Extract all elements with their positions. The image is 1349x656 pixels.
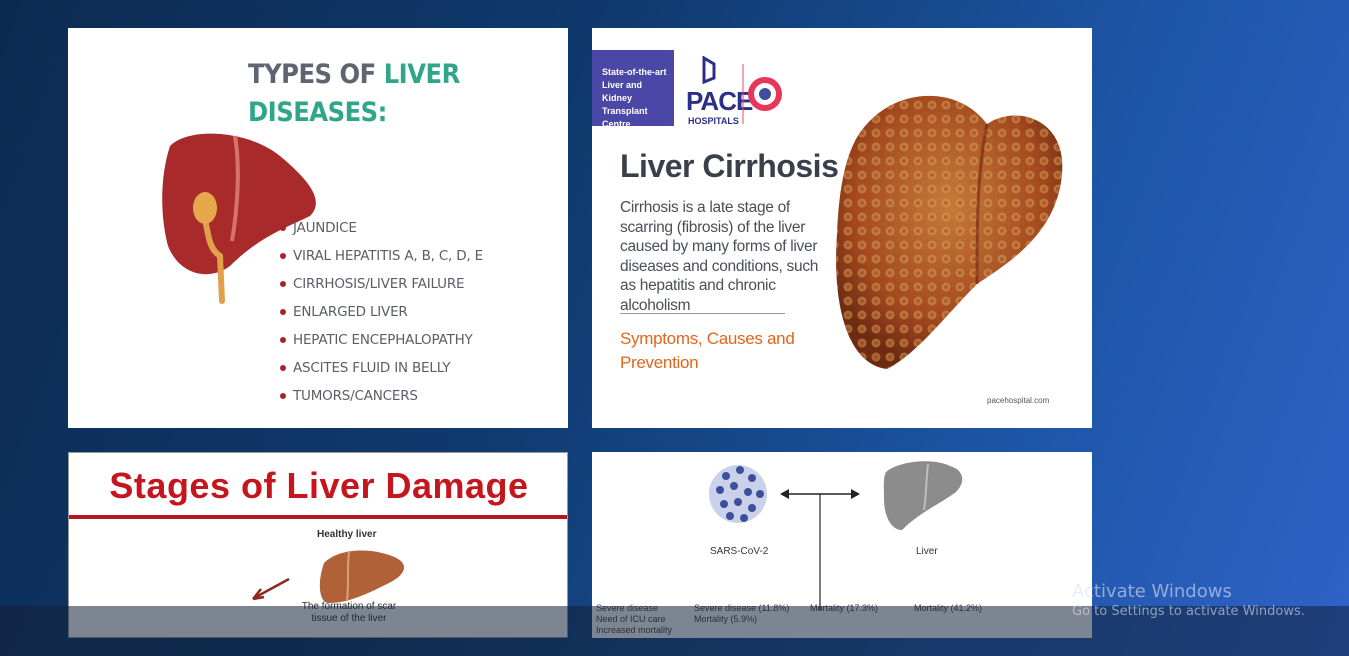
virus-label: SARS-CoV-2 xyxy=(710,546,769,557)
slide-title: Stages of Liver Damage xyxy=(109,465,529,506)
list-item: HEPATIC ENCEPHALOPATHY xyxy=(280,326,483,354)
cirrhotic-liver-image xyxy=(836,95,1063,370)
link-arrow xyxy=(780,489,860,610)
list-item: ENLARGED LIVER xyxy=(280,298,483,326)
title-line2: DISEASES: xyxy=(248,97,387,128)
hospital-banner: State-of-the-art Liver and Kidney Transp… xyxy=(592,50,674,129)
virus-icon xyxy=(709,465,767,523)
image-result-types-of-liver-diseases[interactable]: TYPES OF LIVER DISEASES: JAUNDICE VIRAL … xyxy=(68,28,568,428)
pace-logo: PACE HOSPITALS xyxy=(686,56,786,128)
disease-list: JAUNDICE VIRAL HEPATITIS A, B, C, D, E C… xyxy=(280,214,483,410)
title-part1: TYPES OF xyxy=(248,59,384,90)
liver-illustration xyxy=(162,133,316,304)
description: Cirrhosis is a late stage of scarring (f… xyxy=(620,199,819,314)
subtitle: Symptoms, Causes and Prevention xyxy=(620,329,795,372)
activate-windows-subtitle: Go to Settings to activate Windows. xyxy=(1072,604,1305,619)
list-item: JAUNDICE xyxy=(280,214,483,242)
list-item: ASCITES FLUID IN BELLY xyxy=(280,354,483,382)
taskbar xyxy=(0,606,1349,656)
slide-title: TYPES OF LIVER DISEASES: xyxy=(248,56,460,132)
liver-label: Liver xyxy=(916,546,938,557)
slide-title: Liver Cirrhosis xyxy=(620,148,839,184)
healthy-liver-label: Healthy liver xyxy=(317,529,377,540)
list-item: VIRAL HEPATITIS A, B, C, D, E xyxy=(280,242,483,270)
title-part2: LIVER xyxy=(383,59,461,90)
list-item: TUMORS/CANCERS xyxy=(280,382,483,410)
accreditation-badge-icon xyxy=(742,64,782,124)
pace-emblem-icon xyxy=(702,56,716,84)
image-result-liver-cirrhosis[interactable]: State-of-the-art Liver and Kidney Transp… xyxy=(592,28,1092,428)
source-url: pacehospital.com xyxy=(987,396,1050,405)
divider xyxy=(620,313,785,314)
activate-windows-title: Activate Windows xyxy=(1072,581,1232,602)
healthy-liver-illustration xyxy=(252,550,404,603)
liver-icon xyxy=(883,461,963,530)
title-underline xyxy=(69,515,567,519)
list-item: CIRRHOSIS/LIVER FAILURE xyxy=(280,270,483,298)
